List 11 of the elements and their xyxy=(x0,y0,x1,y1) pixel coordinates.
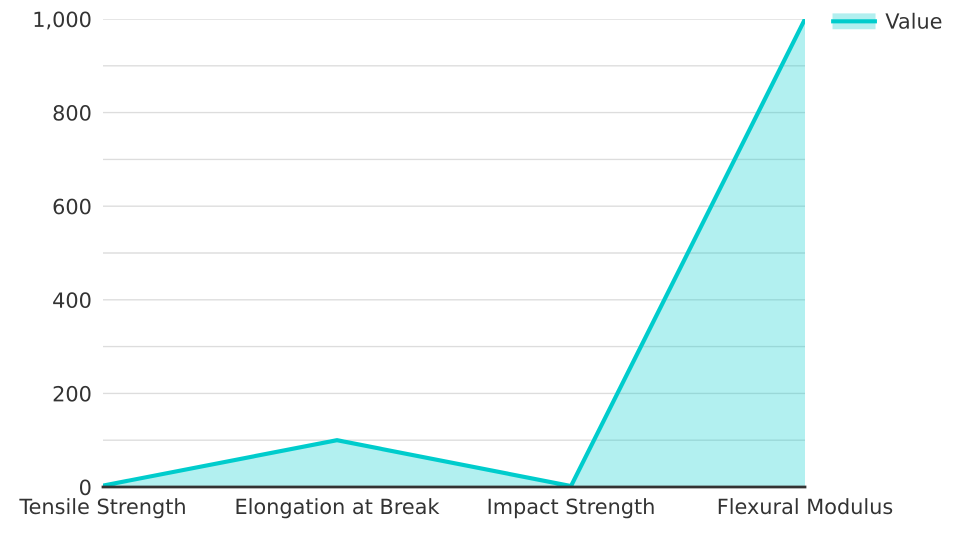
y-tick-label: 400 xyxy=(53,292,91,308)
y-tick-label: 0 xyxy=(80,479,91,496)
y-tick-label: 600 xyxy=(54,198,91,214)
legend-label: Value xyxy=(885,12,942,29)
x-tick-label: Impact Strength xyxy=(488,498,654,518)
y-tick-label: 800 xyxy=(54,105,91,121)
x-tick-label: Elongation at Break xyxy=(236,498,440,518)
x-tick-label: Flexural Modulus xyxy=(718,498,892,514)
x-tick-label: Tensile Strength xyxy=(19,498,185,518)
y-tick-label: 200 xyxy=(54,386,91,402)
y-tick-label: 1,000 xyxy=(34,11,91,30)
